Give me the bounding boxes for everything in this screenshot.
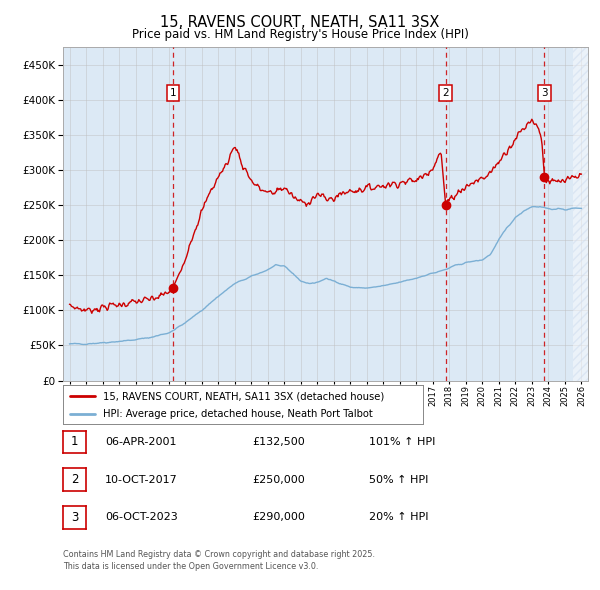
Text: 06-OCT-2023: 06-OCT-2023 (105, 513, 178, 522)
Text: Contains HM Land Registry data © Crown copyright and database right 2025.: Contains HM Land Registry data © Crown c… (63, 550, 375, 559)
Text: 15, RAVENS COURT, NEATH, SA11 3SX (detached house): 15, RAVENS COURT, NEATH, SA11 3SX (detac… (103, 391, 384, 401)
Text: 2: 2 (71, 473, 78, 486)
Text: 1: 1 (71, 435, 78, 448)
Text: 101% ↑ HPI: 101% ↑ HPI (369, 437, 436, 447)
Text: 3: 3 (541, 88, 548, 98)
Text: 06-APR-2001: 06-APR-2001 (105, 437, 176, 447)
Text: HPI: Average price, detached house, Neath Port Talbot: HPI: Average price, detached house, Neat… (103, 409, 373, 419)
Text: This data is licensed under the Open Government Licence v3.0.: This data is licensed under the Open Gov… (63, 562, 319, 571)
Bar (573, 47, 588, 381)
Text: 2: 2 (442, 88, 449, 98)
Text: 20% ↑ HPI: 20% ↑ HPI (369, 513, 428, 522)
Text: 15, RAVENS COURT, NEATH, SA11 3SX: 15, RAVENS COURT, NEATH, SA11 3SX (160, 15, 440, 30)
Text: £250,000: £250,000 (252, 475, 305, 484)
Text: 1: 1 (170, 88, 176, 98)
Text: £132,500: £132,500 (252, 437, 305, 447)
Text: Price paid vs. HM Land Registry's House Price Index (HPI): Price paid vs. HM Land Registry's House … (131, 28, 469, 41)
Text: 10-OCT-2017: 10-OCT-2017 (105, 475, 178, 484)
Text: 3: 3 (71, 511, 78, 524)
Text: 50% ↑ HPI: 50% ↑ HPI (369, 475, 428, 484)
Text: £290,000: £290,000 (252, 513, 305, 522)
